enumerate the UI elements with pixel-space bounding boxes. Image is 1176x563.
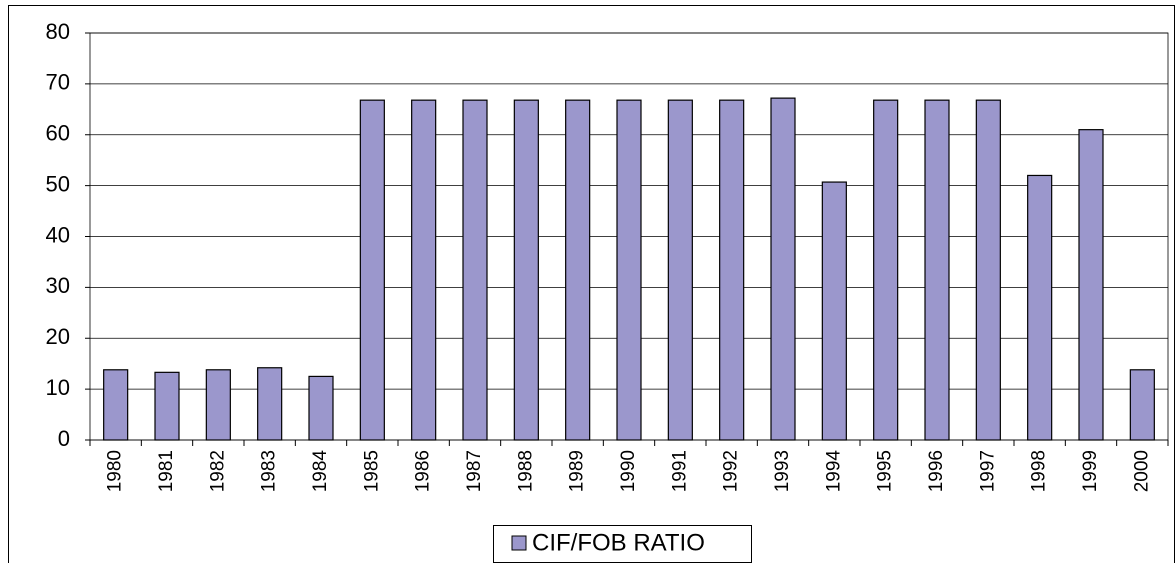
bar xyxy=(975,99,1001,441)
x-tick-label: 1987 xyxy=(464,450,485,492)
bar xyxy=(411,99,437,441)
bar xyxy=(462,99,488,441)
x-tick-label: 1996 xyxy=(926,450,947,492)
x-tick-label: 1992 xyxy=(721,450,742,492)
y-tick-label: 50 xyxy=(46,171,70,196)
x-tick-label: 1999 xyxy=(1080,450,1101,492)
bar xyxy=(103,369,129,441)
chart-frame xyxy=(8,5,1175,563)
bar xyxy=(770,97,796,441)
x-tick-label: 1998 xyxy=(1029,450,1050,492)
bar xyxy=(565,99,591,441)
bar xyxy=(1129,369,1155,441)
bar xyxy=(1027,174,1053,441)
bar xyxy=(667,99,693,441)
bar xyxy=(873,99,899,441)
y-tick-label: 70 xyxy=(46,70,70,95)
bar xyxy=(154,371,180,441)
x-tick-label: 1985 xyxy=(361,450,382,492)
x-tick-label: 1995 xyxy=(875,450,896,492)
y-tick-label: 20 xyxy=(46,324,70,349)
bar xyxy=(257,367,283,441)
x-tick-label: 1991 xyxy=(669,450,690,492)
x-tick-label: 1997 xyxy=(977,450,998,492)
bar xyxy=(821,181,847,441)
x-tick-label: 1982 xyxy=(207,450,228,492)
x-tick-label: 1986 xyxy=(413,450,434,492)
bar xyxy=(359,99,385,441)
bar xyxy=(1078,129,1104,441)
x-tick-label: 1984 xyxy=(310,450,331,493)
x-tick-label: 1990 xyxy=(618,450,639,492)
bar xyxy=(924,99,950,441)
y-tick-label: 80 xyxy=(46,19,70,44)
x-tick-label: 1989 xyxy=(567,450,588,492)
bar xyxy=(719,99,745,441)
y-tick-label: 60 xyxy=(46,121,70,146)
y-tick-label: 10 xyxy=(46,375,70,400)
bar xyxy=(205,369,231,441)
x-tick-label: 1981 xyxy=(156,450,177,492)
bar xyxy=(308,375,334,441)
y-tick-label: 30 xyxy=(46,273,70,298)
legend: CIF/FOB RATIO xyxy=(493,525,752,563)
legend-label: CIF/FOB RATIO xyxy=(532,529,705,556)
y-tick-label: 40 xyxy=(46,222,70,247)
x-tick-label: 1993 xyxy=(772,450,793,492)
legend-swatch xyxy=(511,535,527,551)
bar xyxy=(616,99,642,441)
x-tick-label: 1983 xyxy=(259,450,280,492)
x-tick-label: 1980 xyxy=(105,450,126,492)
bar xyxy=(513,99,539,441)
y-tick-label: 0 xyxy=(58,426,70,451)
x-tick-label: 2000 xyxy=(1131,450,1152,492)
x-tick-label: 1994 xyxy=(823,450,844,493)
x-tick-label: 1988 xyxy=(515,450,536,492)
